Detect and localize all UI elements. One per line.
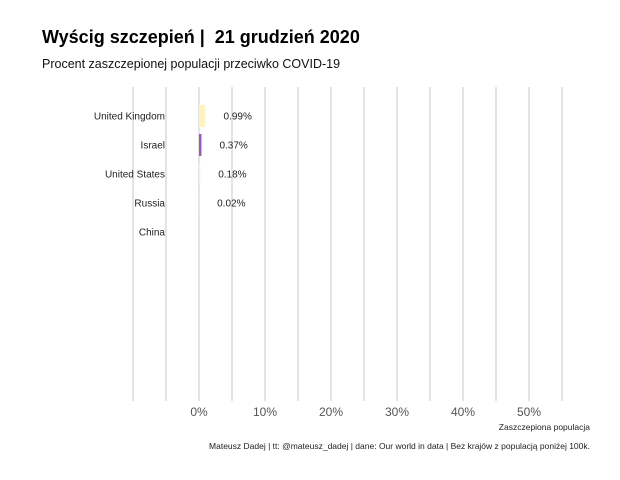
value-label-1: 0.37% [219, 141, 247, 152]
bar-1 [199, 134, 202, 156]
bar-0 [199, 105, 206, 127]
x-tick-label-1: 10% [253, 405, 277, 419]
x-tick-label-2: 20% [319, 405, 343, 419]
chart-subtitle: Procent zaszczepionej populacji przeciwk… [42, 57, 341, 71]
grid-lines [132, 87, 563, 401]
value-label-2: 0.18% [218, 170, 246, 181]
category-labels: United Kingdom Israel United States Russia C… [94, 112, 166, 239]
category-label-4: China [139, 228, 166, 239]
x-tick-labels: 0% 10% 20% 30% 40% 50% [190, 405, 541, 419]
category-label-3: Russia [134, 199, 165, 210]
x-axis-title: Zaszczepiona populacja [499, 422, 590, 432]
category-label-0: United Kingdom [94, 112, 165, 123]
x-tick-label-0: 0% [190, 405, 208, 419]
x-tick-label-5: 50% [517, 405, 541, 419]
category-label-1: Israel [141, 141, 165, 152]
category-label-2: United States [105, 170, 165, 181]
x-tick-label-3: 30% [385, 405, 409, 419]
bars [199, 105, 206, 214]
bar-2 [199, 163, 201, 185]
chart-caption: Mateusz Dadej | tt: @mateusz_dadej | dan… [209, 441, 590, 451]
x-tick-label-4: 40% [451, 405, 475, 419]
value-label-0: 0.99% [224, 112, 252, 123]
value-label-3: 0.02% [217, 199, 245, 210]
chart-title: Wyścig szczepień | 21 grudzień 2020 [42, 27, 360, 47]
value-labels: 0.99% 0.37% 0.18% 0.02% [217, 112, 252, 210]
